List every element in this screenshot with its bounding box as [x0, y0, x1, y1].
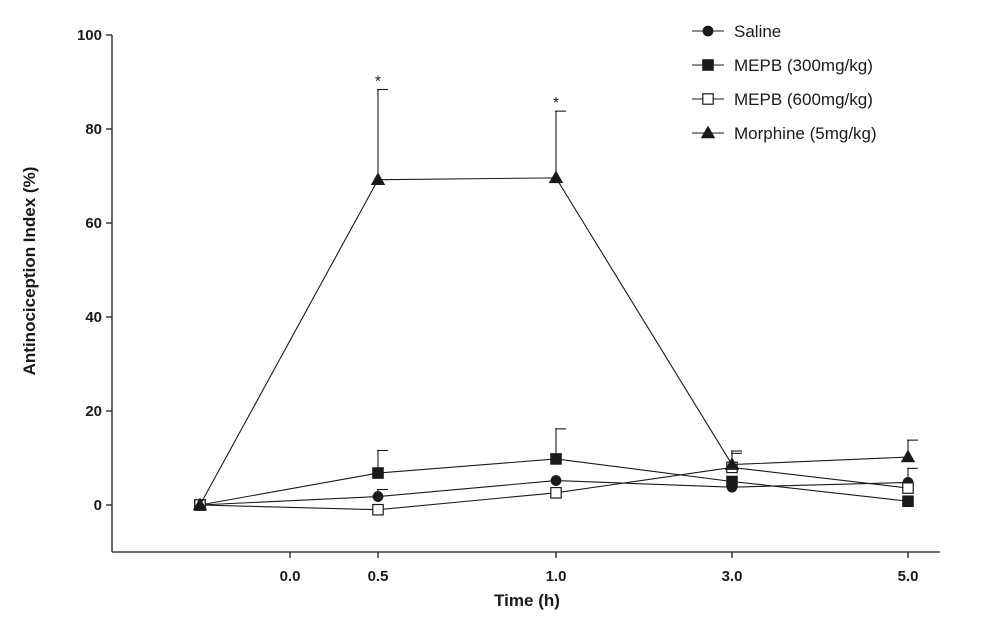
data-point [550, 486, 562, 499]
x-tick-label: 3.0 [722, 568, 743, 585]
series-layer: ** [192, 74, 918, 516]
legend-marker [702, 59, 714, 71]
legend-label: MEPB (300mg/kg) [734, 56, 873, 75]
legend-label: Morphine (5mg/kg) [734, 124, 877, 143]
x-ticks: 0.0 0.5 1.0 3.0 5.0 [280, 552, 919, 585]
legend-label: MEPB (600mg/kg) [734, 90, 873, 109]
data-point [902, 495, 914, 508]
legend: Saline MEPB (300mg/kg) MEPB (600mg/kg) Morp… [692, 22, 877, 143]
legend-item: Morphine (5mg/kg) [692, 124, 877, 143]
data-point [548, 170, 564, 184]
legend-marker [702, 93, 714, 105]
y-tick-label: 60 [85, 215, 102, 232]
data-point [724, 457, 740, 470]
data-point [550, 453, 562, 465]
data-point [372, 503, 384, 516]
legend-item: MEPB (300mg/kg) [692, 56, 873, 75]
series-4: ** [192, 74, 918, 511]
data-point [900, 449, 916, 463]
data-point [372, 491, 384, 502]
y-tick-label: 20 [85, 403, 102, 420]
x-tick-label: 1.0 [546, 568, 567, 585]
legend-marker [702, 25, 714, 37]
legend-item: MEPB (600mg/kg) [692, 90, 873, 109]
legend-item: Saline [692, 22, 781, 41]
y-tick-label: 100 [77, 27, 102, 44]
data-point [192, 497, 208, 511]
significance-marker: * [553, 95, 559, 112]
x-tick-label: 0.5 [368, 568, 389, 585]
y-axis-title: Antinociception Index (%) [20, 167, 39, 376]
significance-marker: * [375, 74, 381, 91]
x-tick-label: 0.0 [280, 568, 301, 585]
legend-label: Saline [734, 22, 781, 41]
x-tick-label: 5.0 [898, 568, 919, 585]
axes [111, 35, 940, 553]
data-point [550, 475, 562, 486]
legend-marker [700, 125, 716, 139]
data-point [370, 172, 386, 186]
y-tick-label: 80 [85, 121, 102, 138]
x-axis-title: Time (h) [494, 591, 560, 610]
y-tick-label: 0 [94, 497, 102, 514]
y-tick-label: 40 [85, 309, 102, 326]
data-point [372, 467, 384, 479]
data-point [902, 482, 914, 494]
data-point [726, 475, 738, 488]
y-ticks: 0 20 40 60 80 100 [77, 27, 112, 514]
